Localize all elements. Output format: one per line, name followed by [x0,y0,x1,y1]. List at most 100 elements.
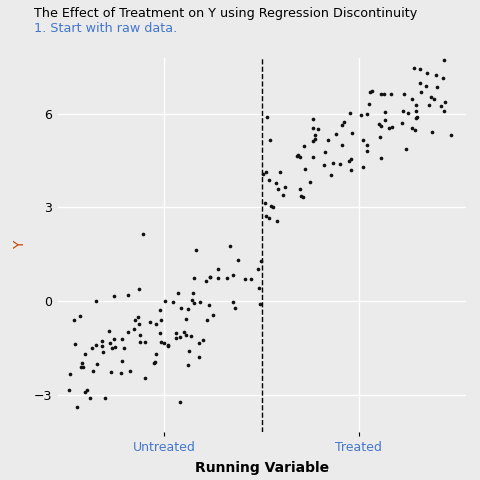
Point [124,291,132,299]
Point [417,79,424,86]
Point [375,120,383,127]
Point [380,90,388,98]
Point [180,328,188,336]
Point [184,361,192,369]
Point [441,98,449,106]
Point [399,108,407,115]
Point [192,246,200,253]
Point [131,316,139,324]
Point [346,157,353,165]
Y-axis label: Y: Y [13,240,27,249]
Point [88,345,96,352]
X-axis label: Running Variable: Running Variable [194,461,329,475]
Point [226,242,233,250]
Point [348,130,356,137]
Point [81,350,89,358]
Point [439,73,446,81]
Point [160,339,168,347]
Text: The Effect of Treatment on Y using Regression Discontinuity: The Effect of Treatment on Y using Regre… [34,7,417,20]
Point [176,398,184,406]
Point [272,180,279,187]
Point [126,367,134,375]
Point [77,363,84,371]
Point [172,329,180,337]
Point [66,371,74,378]
Point [385,124,393,132]
Point [433,84,441,91]
Point [297,192,305,199]
Point [110,292,118,300]
Point [185,305,192,313]
Point [136,338,144,346]
Point [412,101,420,109]
Point [199,336,207,344]
Point [296,153,303,160]
Point [124,328,132,336]
Point [381,117,389,124]
Point [157,338,165,346]
Point [146,318,154,325]
Point [84,386,91,394]
Point [108,344,116,352]
Point [82,388,89,396]
Point [412,107,420,115]
Point [404,109,412,117]
Point [447,131,455,139]
Point [108,368,115,376]
Point [359,163,367,170]
Point [416,65,424,73]
Point [152,350,160,358]
Point [141,338,149,346]
Point [413,113,421,120]
Point [432,71,440,79]
Point [417,88,424,96]
Point [266,136,274,144]
Point [265,214,273,222]
Point [100,348,108,356]
Point [190,299,197,307]
Point [202,277,210,285]
Point [275,185,282,192]
Point [410,64,418,72]
Point [101,394,109,402]
Point [182,315,190,323]
Point [377,154,385,161]
Point [387,90,395,97]
Point [310,153,317,160]
Point [265,176,273,184]
Point [294,151,301,159]
Point [440,107,448,115]
Point [187,332,195,339]
Point [363,148,371,156]
Point [156,329,164,336]
Point [120,344,128,352]
Point [412,115,420,122]
Point [156,307,164,314]
Point [347,109,354,117]
Point [327,171,335,179]
Point [255,285,263,292]
Point [209,312,216,319]
Point [118,336,125,343]
Point [229,298,237,305]
Point [214,274,221,282]
Point [300,143,308,150]
Point [429,129,436,136]
Point [269,203,277,211]
Point [408,124,416,132]
Point [177,304,185,312]
Point [425,101,432,108]
Point [106,327,113,335]
Point [301,166,309,173]
Point [257,257,264,265]
Point [136,331,144,338]
Point [446,48,454,56]
Point [86,394,94,402]
Point [130,325,137,333]
Point [428,93,435,100]
Point [378,122,385,130]
Text: 1. Start with raw data.: 1. Start with raw data. [34,22,177,35]
Point [360,136,367,144]
Point [98,337,106,345]
Point [169,299,177,306]
